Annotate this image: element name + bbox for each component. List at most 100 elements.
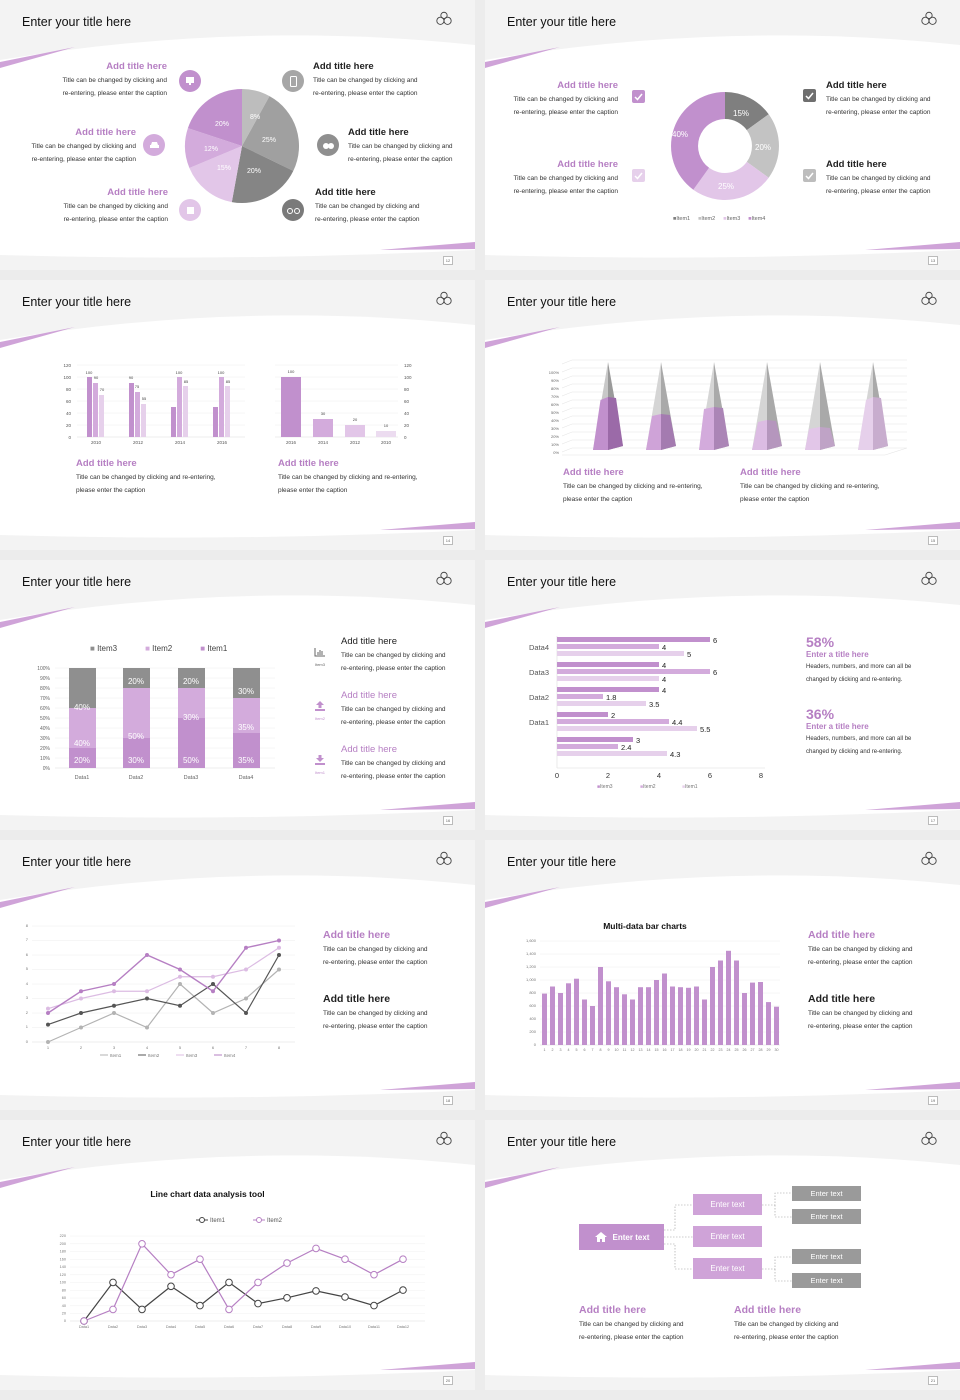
slide-title[interactable]: Enter your title here: [507, 295, 617, 309]
svg-text:100: 100: [218, 370, 225, 375]
svg-text:800: 800: [529, 990, 536, 995]
leaf-node[interactable]: Enter text: [792, 1209, 861, 1224]
slide-title[interactable]: Enter your title here: [507, 1135, 617, 1149]
svg-text:0%: 0%: [553, 450, 559, 455]
slide-14[interactable]: Enter your title here 14 0 20 40 60 80 100 …: [0, 280, 475, 550]
slide-13[interactable]: Enter your title here 13 15% 20% 25% 40%…: [485, 0, 960, 270]
svg-text:35%: 35%: [238, 756, 254, 765]
svg-text:1,400: 1,400: [526, 951, 537, 956]
svg-text:120: 120: [60, 1273, 66, 1277]
svg-text:2014: 2014: [318, 440, 329, 445]
svg-text:4: 4: [662, 661, 666, 670]
svg-text:50%: 50%: [551, 410, 559, 415]
svg-text:Item4: Item4: [224, 1053, 236, 1058]
svg-text:4: 4: [568, 1048, 570, 1052]
svg-text:7: 7: [245, 1045, 248, 1050]
chart-legend: ■Item1 ■Item2 ■Item3 ■Item4: [673, 216, 766, 222]
monitor-icon: [179, 70, 201, 92]
text-block: Add title here Title can be changed by c…: [348, 127, 453, 163]
leaf-node[interactable]: Enter text: [792, 1249, 861, 1264]
page-number: 19: [928, 1096, 938, 1105]
mid-node[interactable]: Enter text: [693, 1258, 762, 1279]
svg-text:Item2: Item2: [267, 1218, 283, 1224]
svg-text:60%: 60%: [551, 402, 559, 407]
svg-text:5: 5: [179, 1045, 182, 1050]
root-node[interactable]: Enter text: [579, 1224, 664, 1250]
slide-title[interactable]: Enter your title here: [507, 15, 617, 29]
svg-text:5: 5: [576, 1048, 578, 1052]
page-number: 21: [928, 1376, 938, 1385]
svg-text:10%: 10%: [40, 756, 51, 762]
svg-text:80: 80: [66, 387, 72, 392]
upload-icon: Item2: [310, 698, 330, 721]
slide-title[interactable]: Enter your title here: [22, 295, 132, 309]
slide-15[interactable]: Enter your title here 15 0% 10% 20% 30% 40…: [485, 280, 960, 550]
bar-chart-icon: Item3: [310, 644, 330, 667]
page-number: 16: [443, 816, 453, 825]
text-block: Add title here Title can be changed by c…: [563, 467, 703, 503]
svg-text:60: 60: [404, 399, 410, 404]
leaf-node[interactable]: Enter text: [792, 1273, 861, 1288]
slide-20[interactable]: Enter your title here 20 Line chart data…: [0, 1120, 475, 1390]
svg-text:12%: 12%: [204, 146, 218, 153]
slide-title[interactable]: Enter your title here: [507, 575, 617, 589]
svg-text:30%: 30%: [238, 687, 254, 696]
slide-title[interactable]: Enter your title here: [22, 15, 132, 29]
svg-text:100: 100: [63, 375, 71, 380]
slide-title[interactable]: Enter your title here: [507, 855, 617, 869]
svg-text:20: 20: [353, 417, 358, 422]
text-block: Add title here Title can be changed by c…: [579, 1304, 684, 1341]
stacked-bar-chart: 0% 10% 20% 30% 40% 50% 60% 70% 80% 90% 100% 2…: [37, 666, 275, 781]
mid-node[interactable]: Enter text: [693, 1226, 762, 1247]
svg-text:20%: 20%: [551, 434, 559, 439]
svg-text:25%: 25%: [262, 137, 276, 144]
slide-title[interactable]: Enter your title here: [22, 1135, 132, 1149]
svg-text:Data6: Data6: [224, 1325, 234, 1329]
svg-text:Item2: Item2: [148, 1053, 160, 1058]
clover-logo-icon: [436, 11, 452, 25]
text-block: Add title here Title can be changed by c…: [826, 80, 931, 116]
svg-text:400: 400: [529, 1016, 536, 1021]
svg-text:4: 4: [146, 1045, 149, 1050]
svg-text:30%: 30%: [551, 426, 559, 431]
svg-text:15: 15: [655, 1048, 659, 1052]
svg-text:8: 8: [26, 923, 29, 928]
svg-text:6: 6: [708, 771, 712, 780]
svg-text:■Item2: ■Item2: [640, 784, 656, 790]
slide-12[interactable]: Enter your title here 12 8% 25% 20% 15% …: [0, 0, 475, 270]
checkbox-checked-icon: [803, 169, 816, 182]
svg-text:2014: 2014: [175, 440, 186, 445]
svg-text:100: 100: [288, 369, 295, 374]
svg-text:Data7: Data7: [253, 1325, 263, 1329]
text-block: Add title here Title can be changed by c…: [513, 159, 618, 195]
slide-title[interactable]: Enter your title here: [22, 855, 132, 869]
slide-16[interactable]: Enter your title here 16 ■ Item3 ■ Item2…: [0, 560, 475, 830]
svg-text:10%: 10%: [551, 442, 559, 447]
slide-19[interactable]: Enter your title here 19 Multi-data bar …: [485, 840, 960, 1110]
svg-text:7: 7: [26, 937, 29, 942]
download-icon: Item1: [310, 752, 330, 775]
svg-text:90: 90: [129, 375, 134, 380]
book-icon: [179, 199, 201, 221]
svg-text:8%: 8%: [250, 114, 260, 121]
svg-text:Item3: Item3: [186, 1053, 198, 1058]
horizontal-bar-chart: 6 4 5 4 6 4 4 1.8 3.5 2 4.4 5.5 3 2.4 4.3 Data4 Da…: [529, 636, 765, 790]
svg-text:2010: 2010: [91, 440, 102, 445]
slide-21[interactable]: Enter your title here 21 Enter text Ente…: [485, 1120, 960, 1390]
pyramid-3d-chart: 0%10% 20%30% 40%50% 60%70% 80%90% 100% I…: [549, 359, 908, 456]
slide-background: [0, 1155, 475, 1378]
text-block: Add title here Title can be changed by c…: [315, 187, 420, 223]
svg-text:120: 120: [404, 363, 412, 368]
svg-text:6: 6: [713, 668, 717, 677]
svg-text:70: 70: [100, 387, 105, 392]
slide-title[interactable]: Enter your title here: [22, 575, 132, 589]
svg-text:3.5: 3.5: [649, 700, 659, 709]
leaf-node[interactable]: Enter text: [792, 1186, 861, 1201]
text-block: Add title here Title can be changed by c…: [278, 458, 418, 494]
svg-text:24: 24: [727, 1048, 731, 1052]
svg-text:90%: 90%: [40, 676, 51, 682]
slide-17[interactable]: Enter your title here 17 6 4 5 4 6 4 4 1.8 3.5…: [485, 560, 960, 830]
mid-node[interactable]: Enter text: [693, 1194, 762, 1215]
